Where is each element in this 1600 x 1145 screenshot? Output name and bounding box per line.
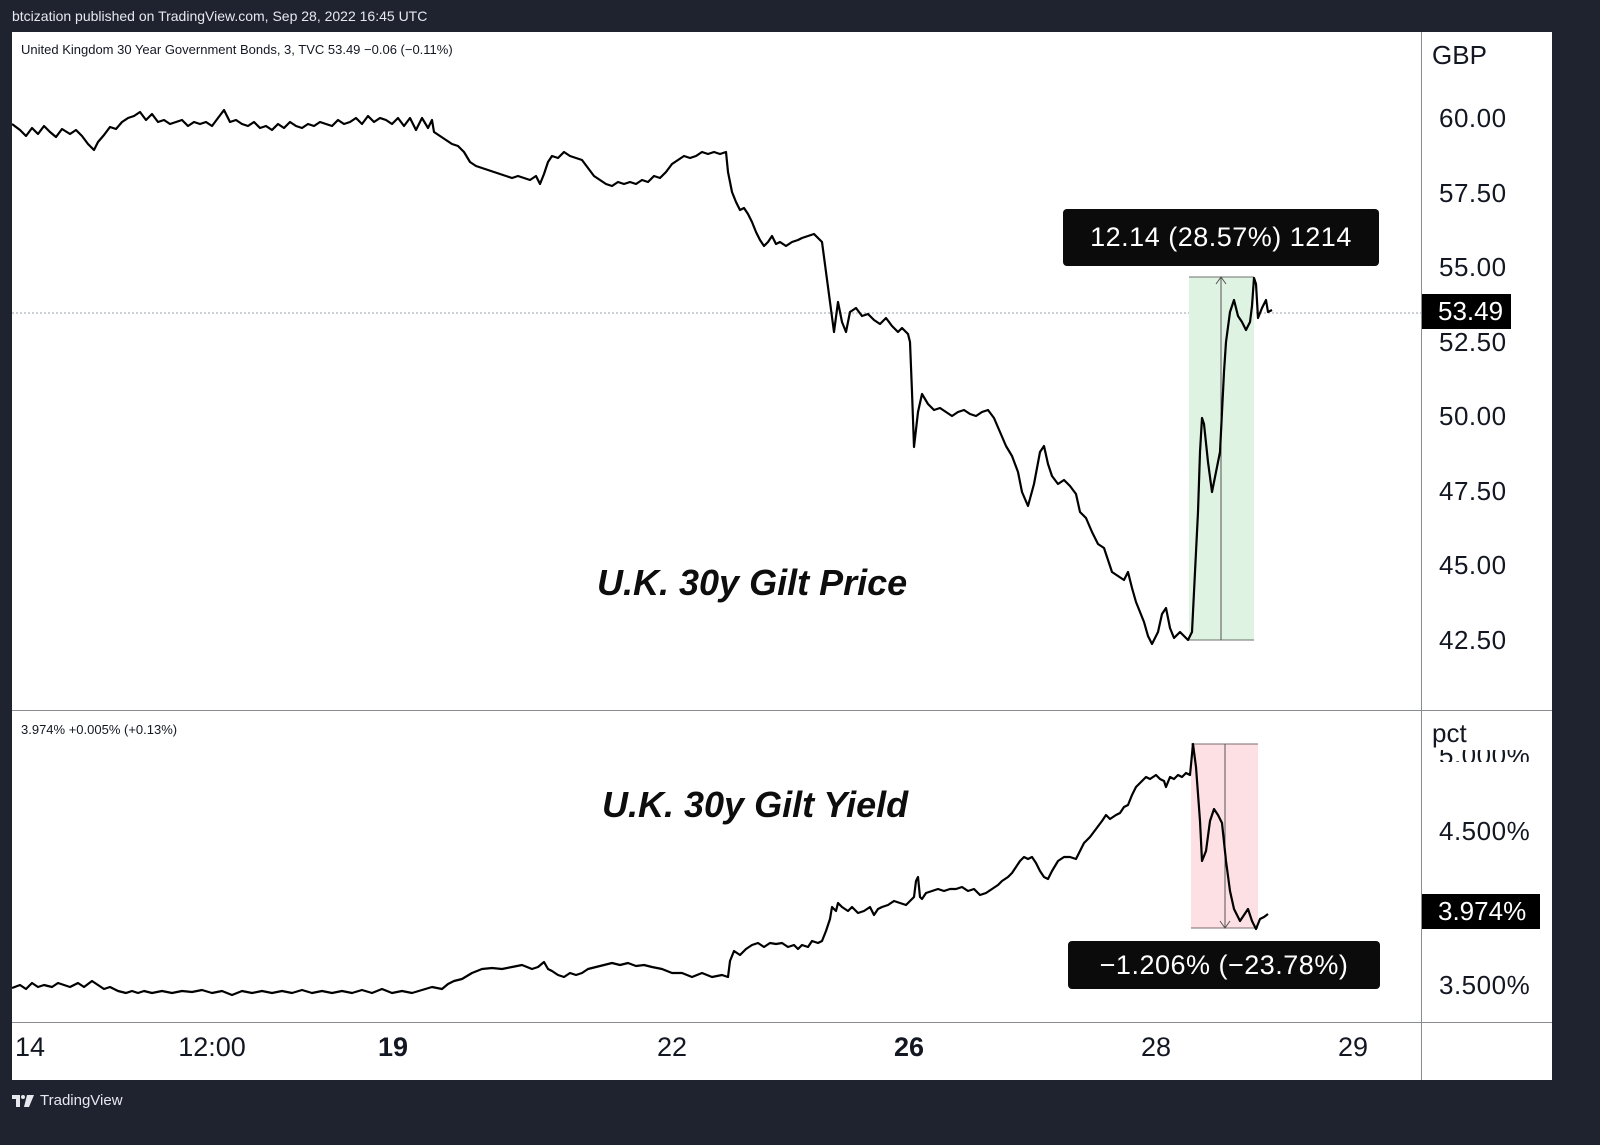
price-legend: United Kingdom 30 Year Government Bonds,… [21,42,453,57]
yield-measure-callout: −1.206% (−23.78%) −121 [1068,941,1380,1028]
price-tick: 47.50 [1439,476,1507,506]
time-axis-divider [12,1022,1552,1023]
price-tick: 55.00 [1439,252,1507,282]
yield-legend: 3.974% +0.005% (+0.13%) [21,722,178,737]
price-axis-unit: GBP [1432,40,1487,70]
price-axis-divider [1421,32,1422,1080]
pane-divider[interactable] [12,710,1552,711]
yield-axis-unit: pct [1432,718,1467,748]
brand-label: TradingView [40,1092,123,1109]
time-tick: 22 [656,1032,688,1062]
price-tick: 57.50 [1439,178,1507,208]
price-overlay-label: U.K. 30y Gilt Price [597,562,908,603]
price-tick: 60.00 [1439,103,1507,133]
tradingview-brand[interactable]: TradingView [12,1092,123,1109]
time-tick: 26 [893,1032,925,1062]
time-tick: 12:00 [178,1032,246,1062]
yield-plot[interactable] [12,711,1421,1022]
time-tick: 28 [1140,1032,1172,1062]
yield-overlay-label: U.K. 30y Gilt Yield [602,784,909,825]
chart-frame: United Kingdom 30 Year Government Bonds,… [12,32,1552,1080]
yield-tick: 5.000% [1439,740,1531,762]
price-tick: 52.50 [1439,327,1507,357]
time-tick: 29 [1337,1032,1369,1062]
price-tick: 45.00 [1439,550,1507,580]
yield-tick: 4.500% [1439,816,1531,846]
time-tick: 14 [14,1032,46,1062]
last-price-tag: 53.49 [1421,294,1512,329]
price-measure-callout: 12.14 (28.57%) 1214 [1063,209,1379,266]
time-tick: 19 [377,1032,409,1062]
publisher-caption: btcization published on TradingView.com,… [12,8,428,24]
price-tick: 50.00 [1439,401,1507,431]
price-tick: 42.50 [1439,625,1507,655]
tradingview-logo-icon [12,1094,34,1107]
yield-tick: 3.500% [1439,970,1531,1000]
price-plot[interactable] [12,32,1421,710]
last-yield-tag: 3.974% [1421,894,1541,929]
